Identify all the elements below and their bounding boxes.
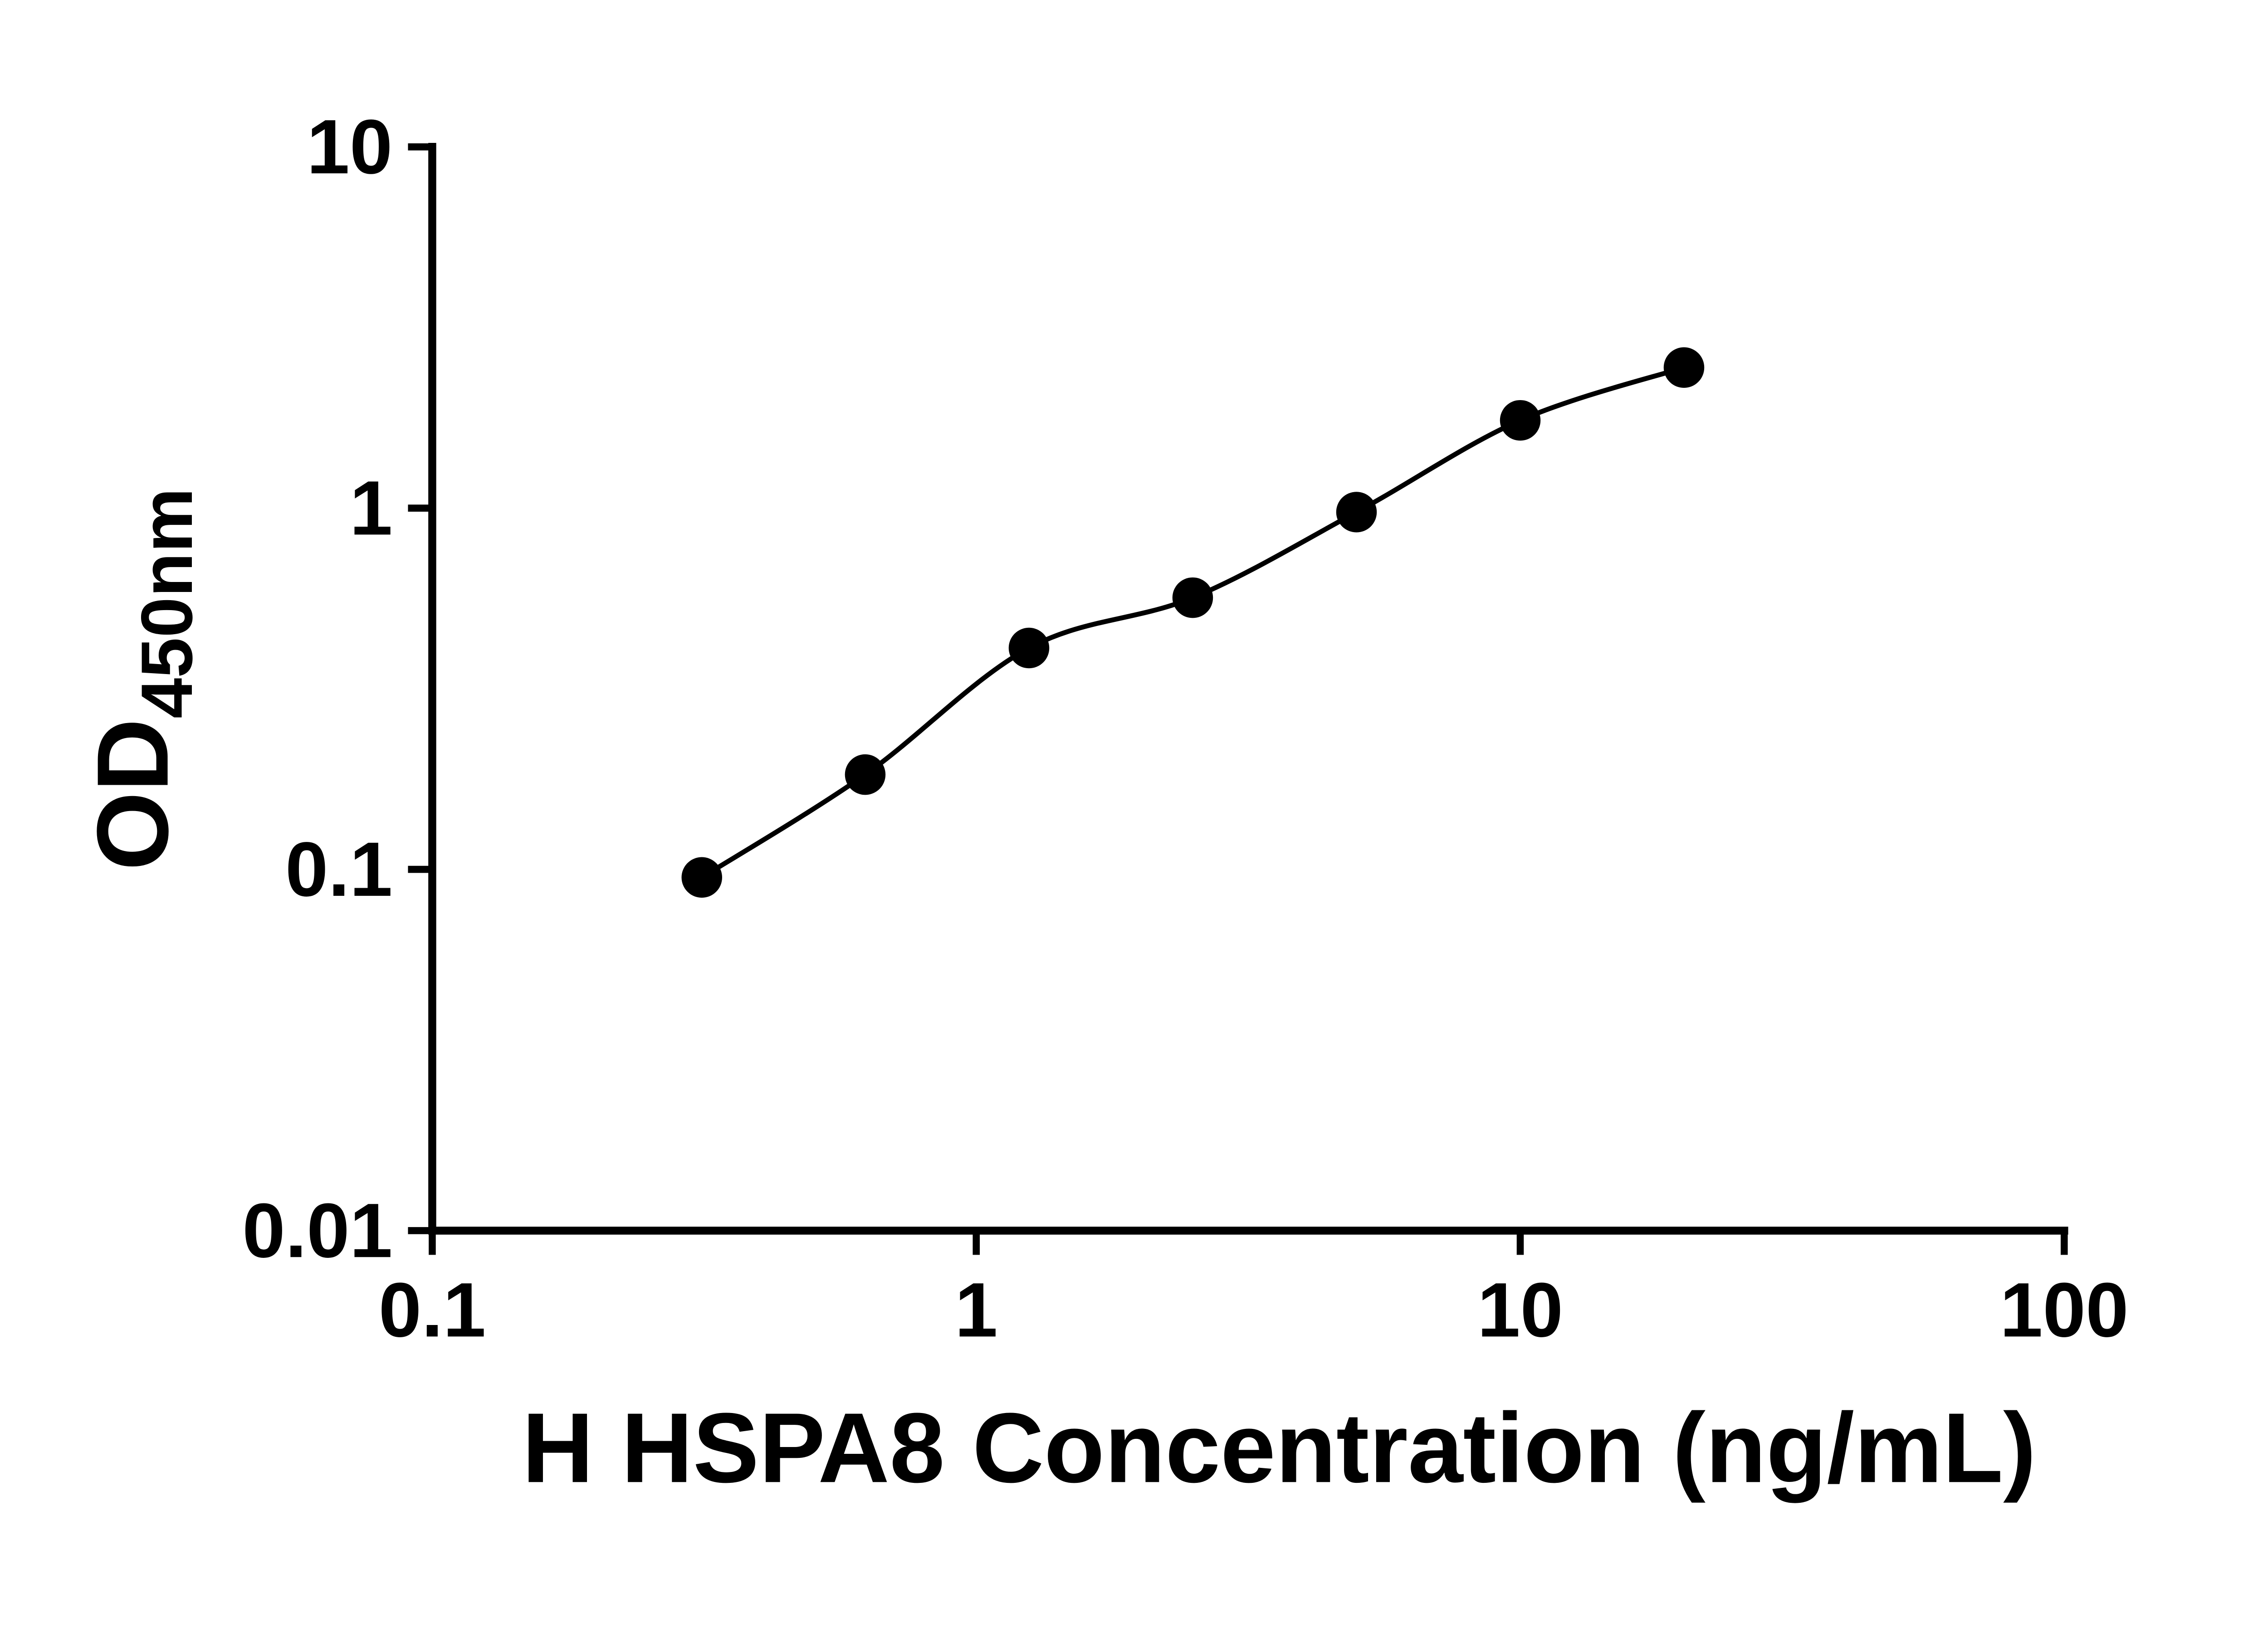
data-point xyxy=(1008,627,1050,669)
y-tick-label: 10 xyxy=(307,104,392,190)
data-point xyxy=(1500,400,1541,441)
y-tick-label: 1 xyxy=(350,465,393,552)
y-axis-title-main: OD xyxy=(77,719,190,870)
y-tick-label: 0.01 xyxy=(242,1188,392,1274)
data-point xyxy=(845,754,886,795)
data-point xyxy=(1663,347,1705,388)
y-axis-title-sub: 450nm xyxy=(126,488,207,719)
y-tick-label: 0.1 xyxy=(285,826,393,913)
x-tick-label: 100 xyxy=(2000,1267,2129,1353)
data-point xyxy=(1336,492,1377,533)
x-tick-label: 10 xyxy=(1477,1267,1563,1353)
axes-frame xyxy=(428,143,2068,1235)
x-tick-label: 0.1 xyxy=(379,1267,486,1353)
elisa-standard-curve-figure: 0.01 0.1 1 10 0.1 1 10 100 H HSPA8 Concentration… xyxy=(76,104,2129,1504)
y-axis-title: OD450nm xyxy=(77,488,207,871)
data-point xyxy=(1172,577,1213,618)
fit-curve xyxy=(700,365,1685,880)
data-point xyxy=(681,857,722,898)
x-axis-title: H HSPA8 Concentration (ng/mL) xyxy=(522,1393,2036,1503)
x-tick-label: 1 xyxy=(955,1267,998,1353)
